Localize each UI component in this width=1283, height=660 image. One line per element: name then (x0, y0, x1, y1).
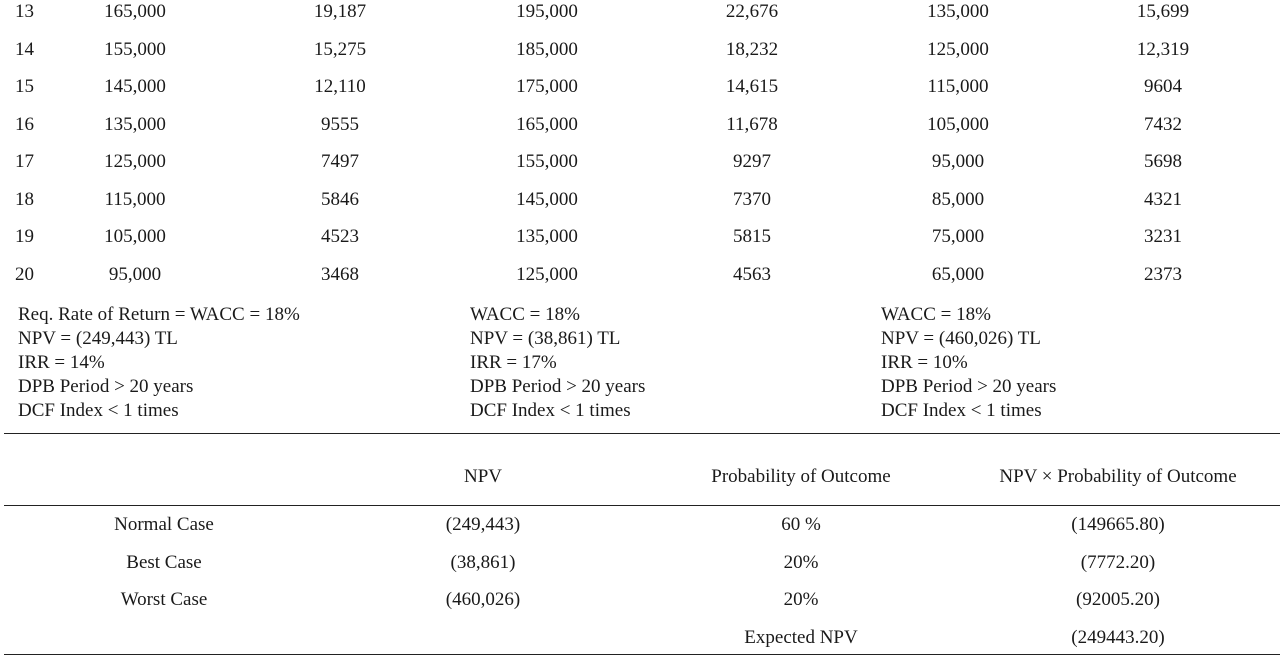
probability-cell: 20% (783, 551, 819, 573)
worst-cash-flow-cell: 65,000 (931, 263, 985, 285)
npv-line: NPV = (249,443) TL (18, 328, 178, 349)
weighted-npv-cell: (7772.20) (1080, 551, 1156, 573)
best-discounted-cell: 18,232 (725, 38, 779, 60)
year-cell: 14 (15, 38, 34, 60)
normal-discounted-cell: 19,187 (313, 1, 367, 22)
best-cash-flow-cell: 195,000 (516, 1, 578, 22)
header-bottom-rule (4, 505, 1280, 506)
wacc-line: Req. Rate of Return = WACC = 18% (18, 304, 300, 325)
year-cell: 18 (15, 188, 34, 210)
irr-line: IRR = 14% (18, 352, 105, 373)
year-cell: 16 (15, 113, 34, 135)
npv-line: NPV = (38,861) TL (470, 328, 621, 349)
dcf-index-line: DCF Index < 1 times (881, 400, 1042, 421)
year-cell: 15 (15, 76, 34, 97)
year-cell: 20 (15, 263, 34, 285)
best-discounted-cell: 5815 (733, 226, 771, 247)
worst-discounted-cell: 3231 (1144, 226, 1182, 247)
normal-cash-flow-cell: 95,000 (108, 263, 162, 285)
dpb-period-line: DPB Period > 20 years (470, 376, 646, 397)
normal-cash-flow-cell: 155,000 (104, 38, 166, 60)
column-header: NPV × Probability of Outcome (999, 466, 1237, 487)
best-cash-flow-cell: 145,000 (516, 188, 578, 210)
worst-cash-flow-cell: 105,000 (927, 113, 989, 135)
worst-cash-flow-cell: 125,000 (927, 38, 989, 60)
year-cell: 17 (15, 151, 34, 172)
normal-cash-flow-cell: 135,000 (104, 113, 166, 135)
column-header: NPV (463, 466, 503, 487)
worst-discounted-cell: 12,319 (1136, 38, 1190, 60)
best-cash-flow-cell: 155,000 (516, 151, 578, 172)
dcf-index-line: DCF Index < 1 times (18, 400, 179, 421)
normal-cash-flow-cell: 165,000 (104, 1, 166, 22)
worst-cash-flow-cell: 75,000 (931, 226, 985, 247)
normal-cash-flow-cell: 125,000 (104, 151, 166, 172)
year-cell: 19 (15, 226, 34, 247)
wacc-line: WACC = 18% (881, 304, 991, 325)
year-cell: 13 (15, 1, 34, 22)
case-label-cell: Worst Case (120, 589, 208, 610)
worst-cash-flow-cell: 85,000 (931, 188, 985, 210)
normal-discounted-cell: 7497 (321, 151, 359, 172)
best-discounted-cell: 4563 (733, 263, 771, 285)
wacc-line: WACC = 18% (470, 304, 580, 325)
weighted-npv-cell: (249443.20) (1071, 626, 1165, 648)
best-discounted-cell: 22,676 (725, 1, 779, 22)
worst-cash-flow-cell: 135,000 (927, 1, 989, 22)
normal-discounted-cell: 15,275 (313, 38, 367, 60)
normal-cash-flow-cell: 105,000 (104, 226, 166, 247)
npv-cell: (249,443) (445, 514, 521, 535)
worst-discounted-cell: 15,699 (1136, 1, 1190, 22)
irr-line: IRR = 17% (470, 352, 557, 373)
normal-discounted-cell: 9555 (321, 113, 359, 135)
worst-discounted-cell: 9604 (1144, 76, 1182, 97)
best-cash-flow-cell: 135,000 (516, 226, 578, 247)
probability-cell: 20% (783, 589, 819, 610)
best-discounted-cell: 9297 (733, 151, 771, 172)
irr-line: IRR = 10% (881, 352, 968, 373)
worst-discounted-cell: 4321 (1144, 188, 1182, 210)
best-cash-flow-cell: 185,000 (516, 38, 578, 60)
best-discounted-cell: 7370 (733, 188, 771, 210)
normal-discounted-cell: 5846 (321, 188, 359, 210)
case-label-cell: Best Case (126, 551, 202, 573)
case-label-cell: Normal Case (114, 514, 214, 535)
normal-discounted-cell: 4523 (321, 226, 359, 247)
column-header: Probability of Outcome (711, 466, 891, 487)
worst-discounted-cell: 5698 (1144, 151, 1182, 172)
worst-cash-flow-cell: 95,000 (931, 151, 985, 172)
weighted-npv-cell: (92005.20) (1076, 589, 1160, 610)
best-discounted-cell: 14,615 (725, 76, 779, 97)
worst-discounted-cell: 7432 (1144, 113, 1182, 135)
dcf-index-line: DCF Index < 1 times (470, 400, 631, 421)
normal-discounted-cell: 3468 (321, 263, 359, 285)
weighted-npv-cell: (149665.80) (1071, 514, 1165, 535)
normal-cash-flow-cell: 145,000 (104, 76, 166, 97)
npv-line: NPV = (460,026) TL (881, 328, 1041, 349)
best-cash-flow-cell: 175,000 (516, 76, 578, 97)
worst-discounted-cell: 2373 (1144, 263, 1182, 285)
best-discounted-cell: 11,678 (726, 113, 778, 135)
npv-cell: (38,861) (450, 551, 516, 573)
table-top-rule (4, 433, 1280, 434)
normal-cash-flow-cell: 115,000 (104, 188, 166, 210)
probability-cell: Expected NPV (744, 626, 858, 648)
best-cash-flow-cell: 165,000 (516, 113, 578, 135)
probability-cell: 60 % (781, 514, 821, 535)
npv-cell: (460,026) (445, 589, 521, 610)
worst-cash-flow-cell: 115,000 (927, 76, 989, 97)
dpb-period-line: DPB Period > 20 years (18, 376, 194, 397)
best-cash-flow-cell: 125,000 (516, 263, 578, 285)
dpb-period-line: DPB Period > 20 years (881, 376, 1057, 397)
normal-discounted-cell: 12,110 (314, 76, 366, 97)
table-bottom-rule (4, 654, 1280, 655)
